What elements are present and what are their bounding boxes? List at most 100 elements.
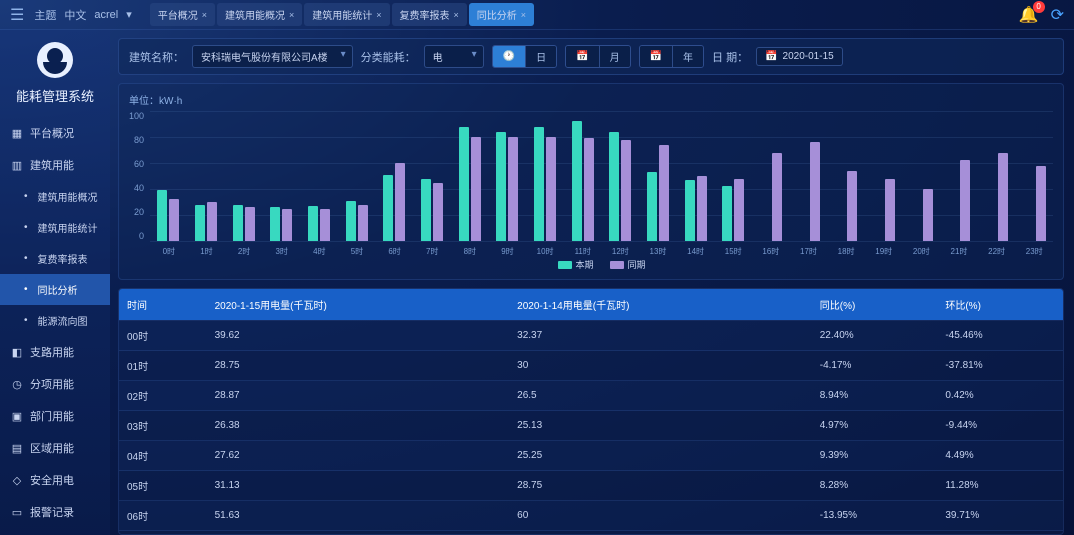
bar-group — [188, 202, 225, 241]
bar-group — [640, 145, 677, 241]
bar-group — [979, 153, 1016, 241]
date-label: 日 期： — [712, 49, 748, 65]
sidebar-item-1[interactable]: ▥建筑用能 — [0, 149, 110, 181]
bar — [496, 132, 506, 241]
bar — [245, 207, 255, 241]
sidebar-item-8[interactable]: ◷分项用能 — [0, 368, 110, 400]
sidebar-item-6[interactable]: 能源流向图 — [0, 305, 110, 336]
calendar-month-icon[interactable]: 📅 — [566, 46, 598, 67]
year-button[interactable]: 年 — [672, 46, 703, 67]
legend-item[interactable]: 本期 — [558, 258, 594, 271]
sidebar-item-12[interactable]: ▭ 报警记录 — [0, 496, 110, 528]
table-cell: 28.75 — [509, 471, 812, 501]
close-icon[interactable]: × — [454, 10, 459, 20]
bar — [998, 153, 1008, 241]
nav-icon: ▭ — [10, 505, 24, 519]
nav-label: 建筑用能 — [30, 157, 74, 173]
table-cell: 5.19% — [812, 531, 938, 535]
building-select[interactable]: 安科瑞电气股份有限公司A楼 — [192, 45, 353, 68]
theme-label[interactable]: 主题 — [34, 7, 56, 23]
day-button[interactable]: 日 — [525, 46, 556, 67]
table-cell: 45.63 — [509, 531, 812, 535]
column-header: 同比(%) — [812, 289, 938, 321]
bars-container — [150, 111, 1053, 241]
table-row: 02时28.8726.58.94%0.42% — [119, 381, 1063, 411]
calendar-year-icon[interactable]: 📅 — [640, 46, 672, 67]
bar-group — [715, 179, 752, 241]
tab-0[interactable]: 平台概况 × — [150, 3, 215, 26]
x-label: 17时 — [790, 246, 828, 257]
bar-group — [866, 179, 903, 241]
tab-2[interactable]: 建筑用能统计× — [304, 3, 389, 26]
tab-label: 同比分析 — [477, 7, 517, 22]
bar — [609, 132, 619, 241]
x-label: 15时 — [714, 246, 752, 257]
x-label: 19时 — [865, 246, 903, 257]
nav-icon: ◧ — [10, 345, 24, 359]
x-label: 18时 — [827, 246, 865, 257]
bar — [282, 209, 292, 242]
brand-chevron[interactable]: ▾ — [126, 8, 132, 21]
legend-swatch — [610, 261, 624, 269]
close-icon[interactable]: × — [289, 10, 294, 20]
bar — [960, 160, 970, 241]
bell-icon[interactable]: 🔔0 — [1019, 5, 1039, 25]
table-cell: 4.97% — [812, 411, 938, 441]
sidebar-item-9[interactable]: ▣部门用能 — [0, 400, 110, 432]
tab-4[interactable]: 同比分析 × — [469, 3, 534, 26]
close-icon[interactable]: × — [376, 10, 381, 20]
data-table-panel: 时间2020-1-15用电量(千瓦时)2020-1-14用电量(千瓦时)同比(%… — [118, 288, 1064, 535]
bar — [383, 175, 393, 241]
nav-label: 同比分析 — [38, 282, 78, 297]
sidebar-item-3[interactable]: 建筑用能统计 — [0, 212, 110, 243]
table-cell: -45.46% — [937, 321, 1063, 351]
table-cell: 4.49% — [937, 441, 1063, 471]
nav-icon: ◇ — [10, 473, 24, 487]
building-label: 建筑名称： — [129, 49, 184, 65]
chart-legend: 本期 同期 — [150, 258, 1053, 271]
topbar: ☰ 主题 中文 acrel ▾ 平台概况×建筑用能概况×建筑用能统计×复费率报表… — [0, 0, 1074, 30]
bar-group — [451, 127, 488, 241]
date-input[interactable]: 📅 2020-01-15 — [756, 47, 843, 66]
sidebar-item-7[interactable]: ◧支路用能 — [0, 336, 110, 368]
sidebar-item-0[interactable]: ▦平台概况 — [0, 117, 110, 149]
x-label: 21时 — [940, 246, 978, 257]
sidebar-item-2[interactable]: 建筑用能概况 — [0, 181, 110, 212]
close-icon[interactable]: × — [202, 10, 207, 20]
y-tick: 80 — [129, 135, 144, 145]
table-row: 00时39.6232.3722.40%-45.46% — [119, 321, 1063, 351]
tab-3[interactable]: 复费率报表× — [392, 3, 467, 26]
bar-group — [376, 163, 413, 241]
y-tick: 100 — [129, 111, 144, 121]
x-label: 2时 — [225, 246, 263, 257]
sidebar-item-5[interactable]: 同比分析 — [0, 274, 110, 305]
bar — [647, 172, 657, 241]
x-label: 8时 — [451, 246, 489, 257]
table-cell: 26.5 — [509, 381, 812, 411]
nav-label: 建筑用能概况 — [38, 189, 98, 204]
refresh-icon[interactable]: ⟳ — [1051, 5, 1064, 25]
bar — [885, 179, 895, 241]
legend-swatch — [558, 261, 572, 269]
sidebar-item-10[interactable]: ▤区域用能 — [0, 432, 110, 464]
menu-icon[interactable]: ☰ — [10, 5, 24, 25]
tab-1[interactable]: 建筑用能概况× — [217, 3, 302, 26]
table-row: 05时31.1328.758.28%11.28% — [119, 471, 1063, 501]
x-label: 14时 — [677, 246, 715, 257]
bar — [659, 145, 669, 241]
month-button[interactable]: 月 — [599, 46, 630, 67]
lang-label[interactable]: 中文 — [64, 7, 86, 23]
type-select[interactable]: 电 — [424, 45, 484, 68]
close-icon[interactable]: × — [521, 10, 526, 20]
sidebar-item-13[interactable]: ≡系统设置 — [0, 528, 110, 535]
table-cell: -7.56% — [937, 531, 1063, 535]
table-cell: 25.13 — [509, 411, 812, 441]
grid-line — [150, 241, 1053, 242]
sidebar-item-4[interactable]: 复费率报表 — [0, 243, 110, 274]
clock-button[interactable]: 🕐 — [493, 46, 525, 67]
sidebar-item-11[interactable]: ◇安全用电 — [0, 464, 110, 496]
legend-item[interactable]: 同期 — [610, 258, 646, 271]
nav-label: 报警记录 — [30, 504, 74, 520]
bar-group — [1016, 166, 1053, 241]
tab-label: 平台概况 — [158, 7, 198, 22]
